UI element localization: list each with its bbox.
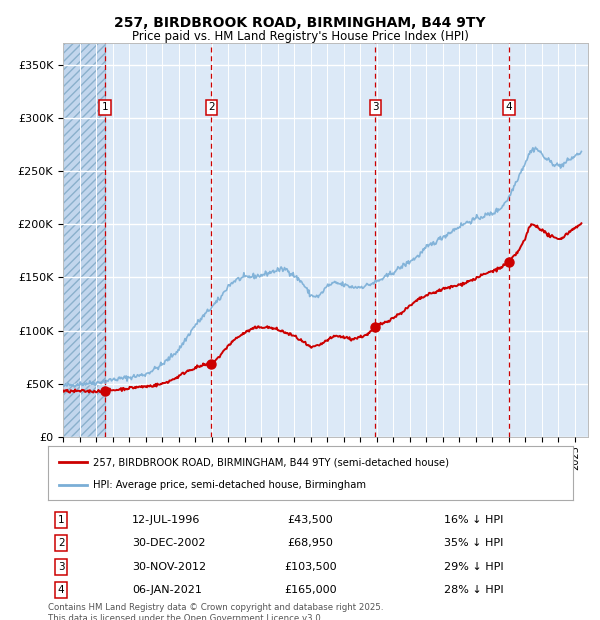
- Bar: [63, 43, 105, 437]
- Text: 1: 1: [58, 515, 64, 525]
- Text: Price paid vs. HM Land Registry's House Price Index (HPI): Price paid vs. HM Land Registry's House …: [131, 30, 469, 43]
- Text: 2: 2: [58, 538, 64, 548]
- Text: 30-DEC-2002: 30-DEC-2002: [132, 538, 205, 548]
- Text: Contains HM Land Registry data © Crown copyright and database right 2025.
This d: Contains HM Land Registry data © Crown c…: [48, 603, 383, 620]
- Text: 4: 4: [58, 585, 64, 595]
- Text: £103,500: £103,500: [284, 562, 337, 572]
- Text: 29% ↓ HPI: 29% ↓ HPI: [445, 562, 504, 572]
- Text: 4: 4: [506, 102, 512, 112]
- Text: 12-JUL-1996: 12-JUL-1996: [132, 515, 200, 525]
- Text: 28% ↓ HPI: 28% ↓ HPI: [445, 585, 504, 595]
- Text: £165,000: £165,000: [284, 585, 337, 595]
- Text: HPI: Average price, semi-detached house, Birmingham: HPI: Average price, semi-detached house,…: [92, 480, 365, 490]
- Text: 30-NOV-2012: 30-NOV-2012: [132, 562, 206, 572]
- Text: 257, BIRDBROOK ROAD, BIRMINGHAM, B44 9TY (semi-detached house): 257, BIRDBROOK ROAD, BIRMINGHAM, B44 9TY…: [92, 457, 449, 467]
- Text: 3: 3: [372, 102, 379, 112]
- Text: 06-JAN-2021: 06-JAN-2021: [132, 585, 202, 595]
- Text: 2: 2: [208, 102, 215, 112]
- Text: 257, BIRDBROOK ROAD, BIRMINGHAM, B44 9TY: 257, BIRDBROOK ROAD, BIRMINGHAM, B44 9TY: [114, 16, 486, 30]
- Text: 35% ↓ HPI: 35% ↓ HPI: [445, 538, 504, 548]
- Text: 16% ↓ HPI: 16% ↓ HPI: [445, 515, 504, 525]
- Text: 3: 3: [58, 562, 64, 572]
- Text: 1: 1: [101, 102, 108, 112]
- Text: £68,950: £68,950: [287, 538, 334, 548]
- Text: £43,500: £43,500: [287, 515, 334, 525]
